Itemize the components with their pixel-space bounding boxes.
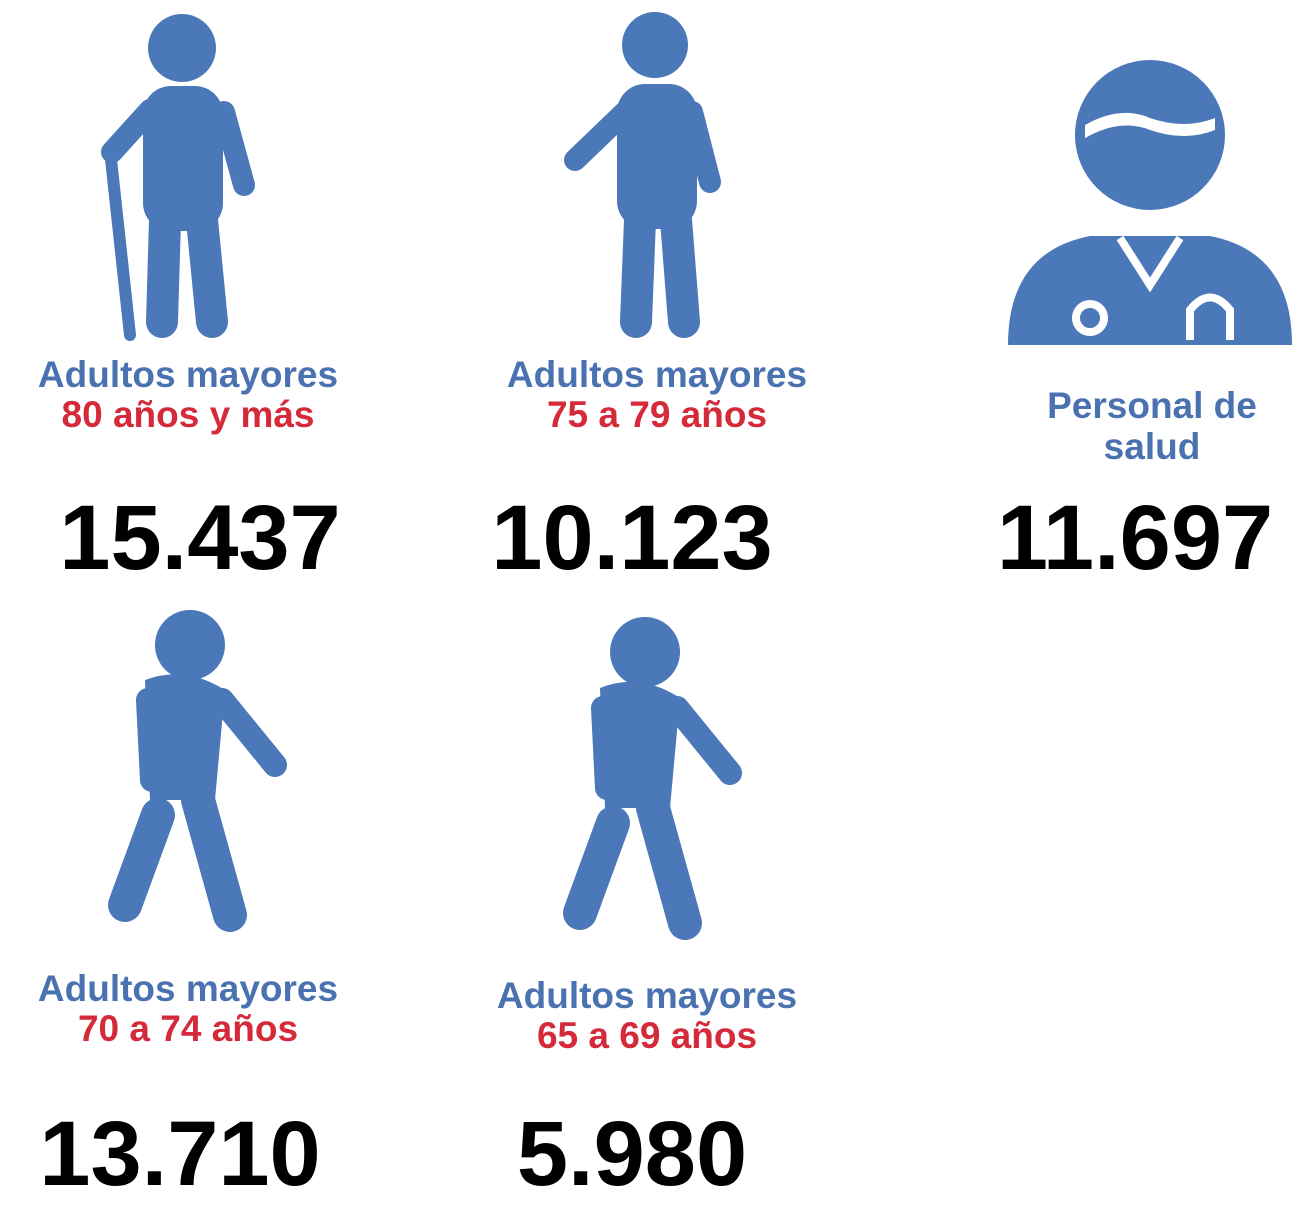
sublabel: 70 a 74 años	[77, 1008, 299, 1049]
label: Adultos mayores	[496, 975, 798, 1016]
label: Adultos mayores	[37, 968, 339, 1009]
sublabel: 65 a 69 años	[536, 1015, 758, 1056]
count: 10.123	[491, 487, 773, 589]
count: 11.697	[996, 487, 1274, 589]
icon-elderly-standing	[564, 12, 721, 338]
count: 13.710	[39, 1103, 321, 1205]
icon-doctor	[1008, 60, 1292, 345]
icon-elderly-walking	[563, 617, 742, 940]
icon-elderly-cane	[101, 14, 255, 341]
label: Adultos mayores	[37, 354, 339, 395]
label: Personal de salud	[1047, 385, 1257, 467]
icon-elderly-walking	[108, 610, 287, 932]
sublabel: 75 a 79 años	[546, 394, 768, 435]
count: 5.980	[516, 1103, 748, 1205]
label: Adultos mayores	[506, 354, 808, 395]
sublabel: 80 años y más	[61, 394, 315, 435]
count: 15.437	[59, 487, 341, 589]
